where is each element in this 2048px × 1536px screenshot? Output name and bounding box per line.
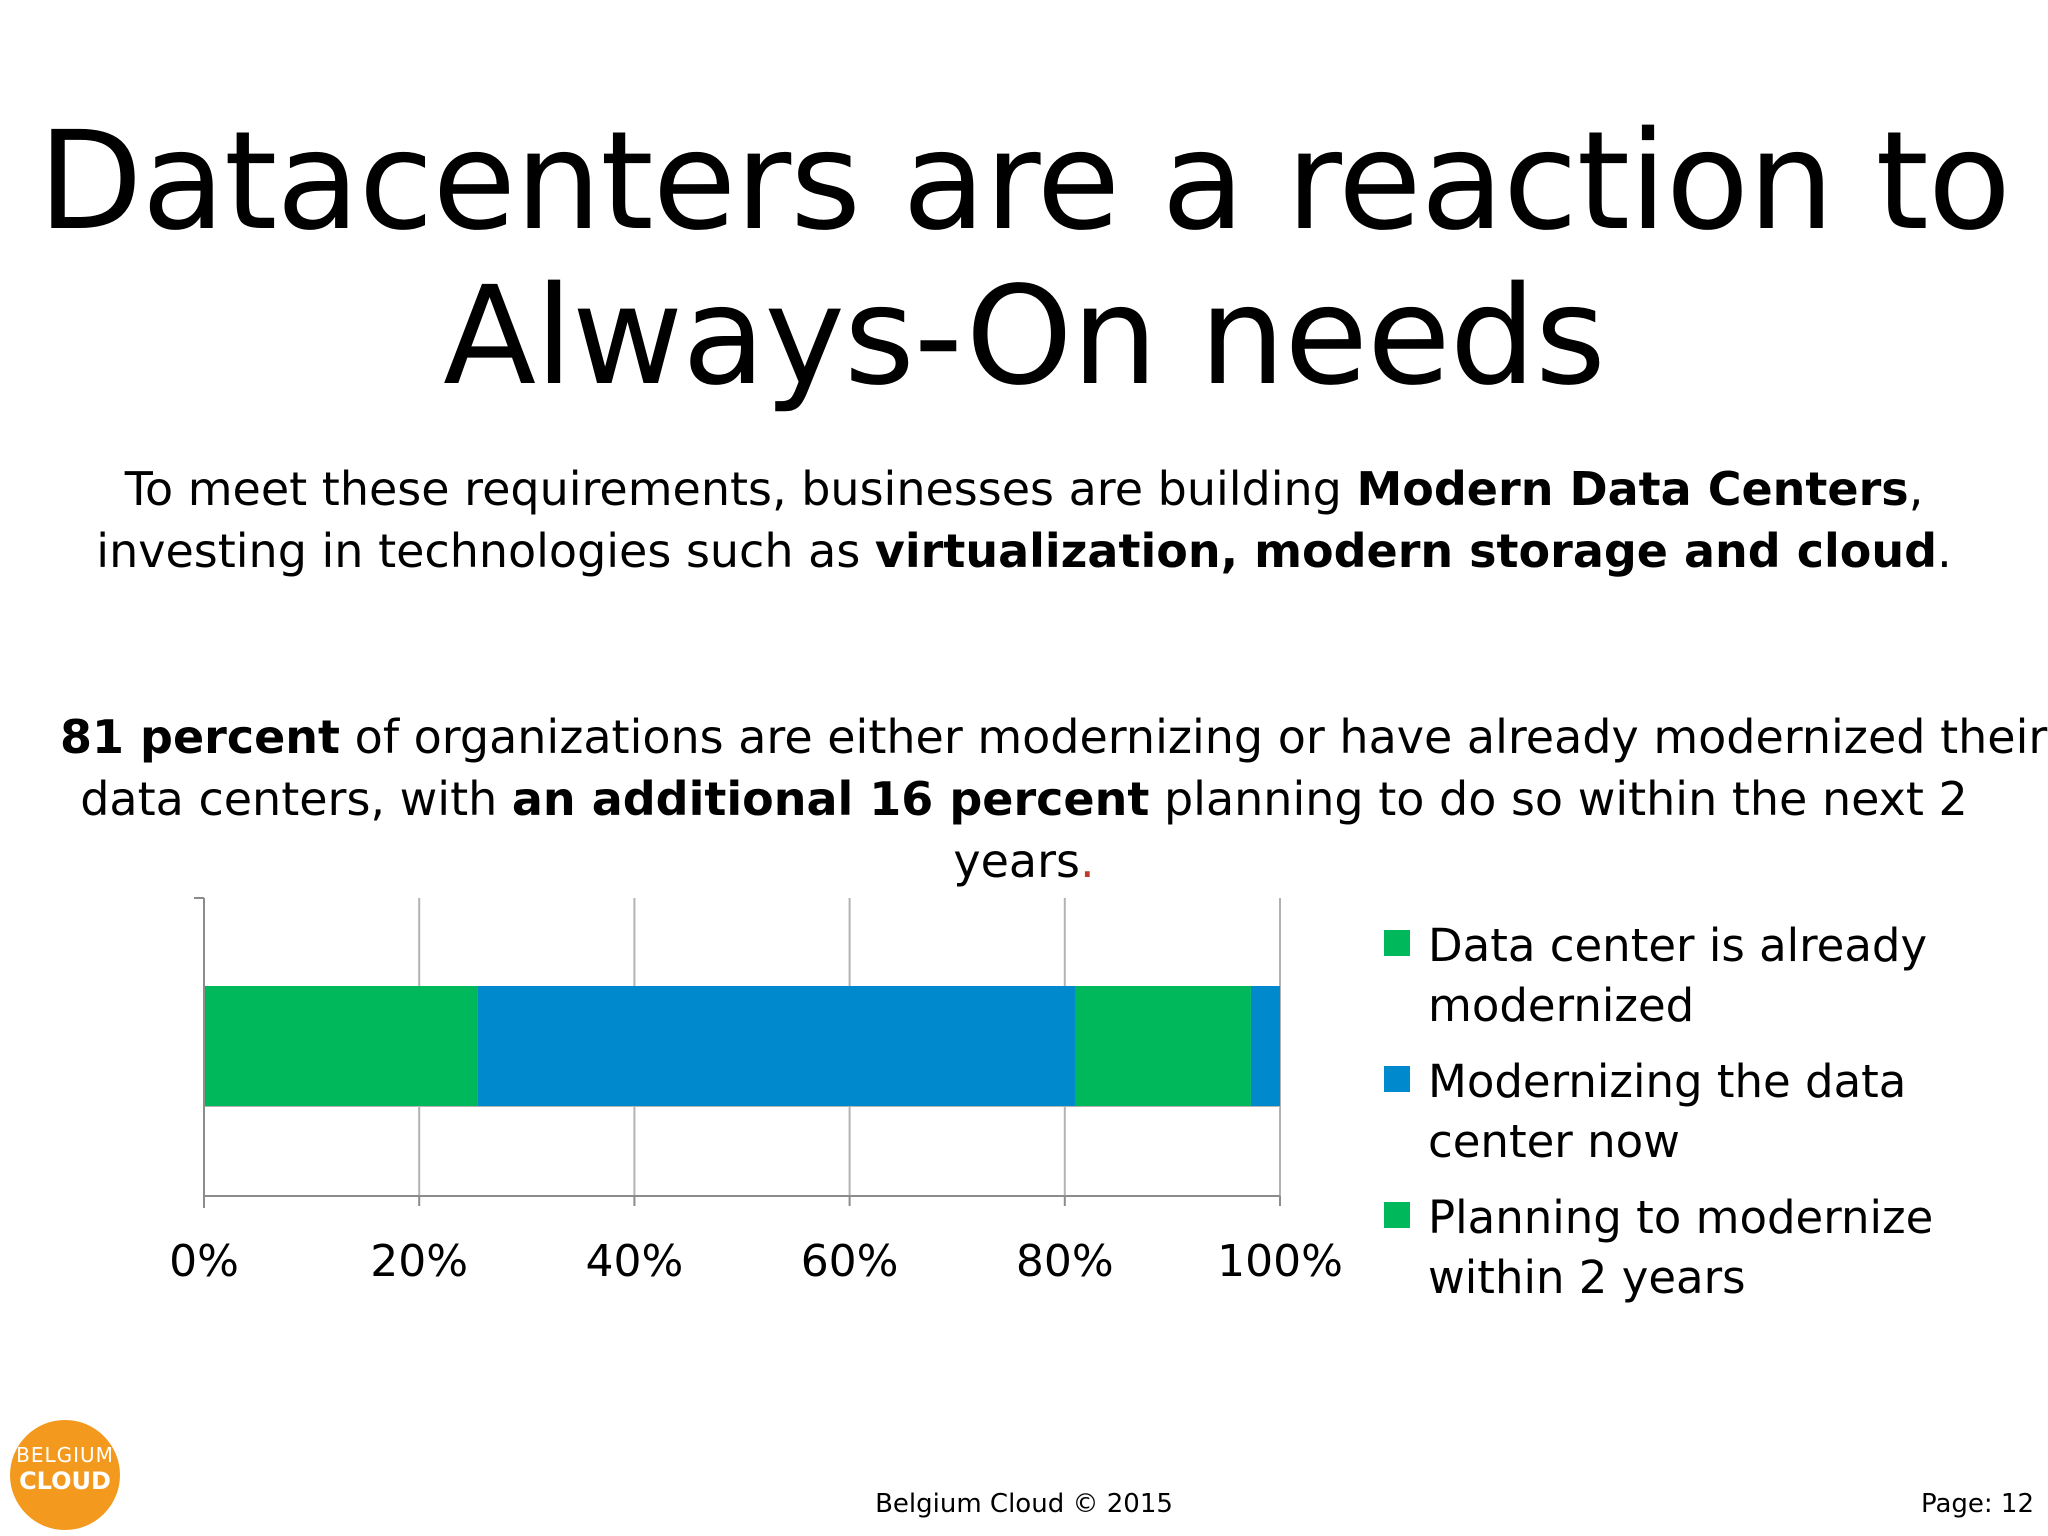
x-tick-label: 60% — [801, 1236, 899, 1287]
title-line-2: Always-On needs — [443, 258, 1606, 416]
stat-text: data centers, with — [80, 772, 512, 826]
x-tick-label: 0% — [169, 1236, 239, 1287]
stat-emphasis: an additional 16 percent — [511, 772, 1150, 826]
intro-punct: , — [1908, 462, 1924, 516]
intro-emphasis: virtualization, modern storage and cloud — [874, 524, 1938, 578]
stat-text: planning to do so within the next 2 — [1149, 772, 1968, 826]
stacked-bar-chart: 0% 20% 40% 60% 80% 100% — [0, 880, 1380, 1320]
stat-emphasis: 81 percent — [60, 710, 341, 764]
legend-label: Data center is already modernized — [1428, 916, 2004, 1036]
stat-line-1: 81 percent of organizations are either m… — [60, 706, 2047, 768]
legend-label-line: within 2 years — [1428, 1251, 1746, 1304]
legend-item-already-modernized: Data center is already modernized — [1384, 916, 2004, 1036]
intro-line-2: investing in technologies such as virtua… — [60, 520, 1988, 582]
bar-segment-1 — [204, 986, 478, 1106]
belgium-cloud-logo: BELGIUM CLOUD — [10, 1420, 120, 1530]
logo-text-bottom: CLOUD — [19, 1467, 111, 1495]
x-tick-label: 40% — [586, 1236, 684, 1287]
bar-segment-4 — [1250, 986, 1280, 1106]
legend-item-planning: Planning to modernize within 2 years — [1384, 1188, 2004, 1308]
legend-swatch — [1384, 1066, 1410, 1092]
legend-label-line: center now — [1428, 1115, 1680, 1168]
x-tick-label: 100% — [1217, 1236, 1343, 1287]
stat-punct: . — [1079, 834, 1095, 888]
legend-label-line: Modernizing the data — [1428, 1055, 1907, 1108]
legend-label-line: Data center is already — [1428, 919, 1928, 972]
legend-item-modernizing-now: Modernizing the data center now — [1384, 1052, 2004, 1172]
intro-paragraph: To meet these requirements, businesses a… — [60, 458, 1988, 582]
stat-text: years — [953, 834, 1080, 888]
chart-svg: 0% 20% 40% 60% 80% 100% — [169, 897, 1343, 1287]
legend-swatch — [1384, 1202, 1410, 1228]
legend-swatch — [1384, 930, 1410, 956]
intro-emphasis: Modern Data Centers — [1356, 462, 1909, 516]
bar-segment-2 — [477, 986, 1076, 1106]
legend-label-line: modernized — [1428, 979, 1695, 1032]
intro-punct: . — [1937, 524, 1952, 578]
x-tick-label: 80% — [1016, 1236, 1114, 1287]
logo-text-top: BELGIUM — [16, 1443, 114, 1467]
bar-segment-3 — [1075, 986, 1251, 1106]
footer-copyright: Belgium Cloud © 2015 — [875, 1489, 1173, 1519]
legend-label: Planning to modernize within 2 years — [1428, 1188, 2004, 1308]
intro-text: investing in technologies such as — [96, 524, 875, 578]
page-number: Page: 12 — [1920, 1489, 2034, 1519]
slide-title: Datacenters are a reaction to Always-On … — [0, 105, 2048, 415]
chart-legend: Data center is already modernized Modern… — [1384, 916, 2004, 1324]
stat-paragraph: 81 percent of organizations are either m… — [60, 706, 2047, 892]
legend-label-line: Planning to modernize — [1428, 1191, 1934, 1244]
intro-text: To meet these requirements, businesses a… — [124, 462, 1357, 516]
stat-text: of organizations are either modernizing … — [340, 710, 2048, 764]
stat-line-2: data centers, with an additional 16 perc… — [60, 768, 1988, 830]
intro-line-1: To meet these requirements, businesses a… — [60, 458, 1988, 520]
stat-line-3: years. — [60, 830, 1988, 892]
title-line-1: Datacenters are a reaction to — [37, 103, 2011, 261]
legend-label: Modernizing the data center now — [1428, 1052, 2004, 1172]
x-tick-label: 20% — [370, 1236, 468, 1287]
